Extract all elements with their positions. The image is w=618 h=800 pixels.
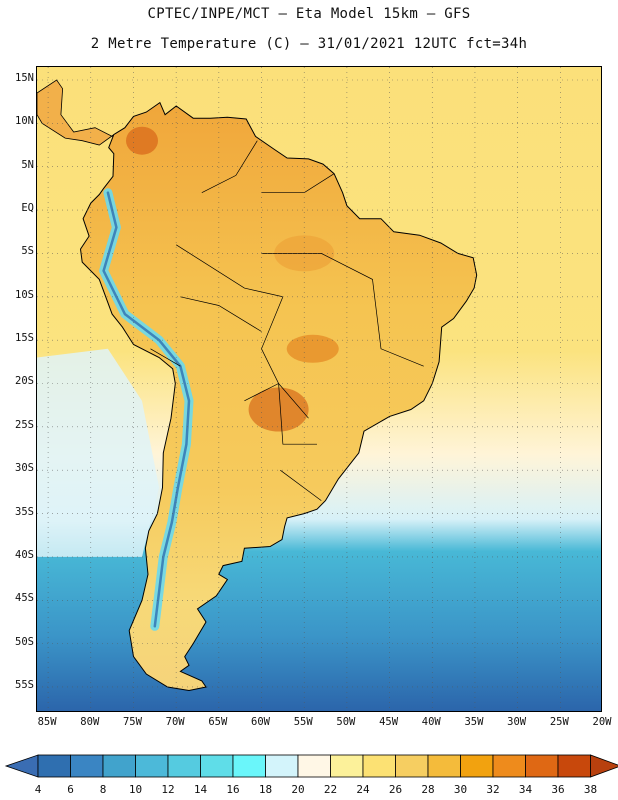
andes-peaks [102, 191, 191, 628]
hotspot-central-brazil [286, 334, 339, 363]
lon-tick-label: 50W [336, 716, 356, 728]
colorbar-bin [265, 754, 299, 778]
colorbar-tick-label: 12 [161, 783, 175, 796]
colorbar-bin [330, 754, 364, 778]
colorbar-tick-label: 22 [323, 783, 338, 796]
colorbar [4, 754, 618, 778]
hotspot-paraguay [248, 387, 309, 432]
colorbar-bin [525, 754, 559, 778]
lon-tick-label: 45W [379, 716, 399, 728]
lat-tick-label: 55S [15, 678, 34, 691]
colorbar-bin [460, 754, 494, 778]
lat-tick-label: 10S [15, 288, 34, 301]
temperature-map [37, 67, 601, 711]
colorbar-bin [492, 754, 526, 778]
colorbar-tick-label: 32 [486, 783, 500, 796]
lat-tick-label: 25S [15, 418, 34, 431]
lon-tick-label: 20W [592, 716, 612, 728]
lon-tick-label: 40W [421, 716, 441, 728]
colorbar-bin [102, 754, 136, 778]
colorbar-bin [167, 754, 201, 778]
political-border [201, 140, 258, 194]
lat-tick-label: 50S [15, 635, 34, 648]
colorbar-tick-label: 38 [583, 783, 598, 796]
lat-tick-label: 15N [15, 72, 34, 84]
lat-tick-label: 15S [15, 332, 34, 345]
lon-tick-label: 65W [208, 716, 228, 728]
colorbar-tick-label: 4 [34, 783, 42, 796]
lon-tick-label: 60W [251, 716, 270, 728]
political-border [176, 244, 309, 419]
lat-tick-label: 10N [15, 115, 34, 128]
colorbar-tick-label: 10 [128, 783, 143, 796]
south-america-coastline [79, 101, 478, 692]
colorbar-tick-label: 26 [388, 783, 403, 796]
colorbar-high-arrow [590, 754, 618, 778]
colorbar-tick-label: 8 [99, 783, 107, 796]
colorbar-bin [557, 754, 591, 778]
colorbar-bin [395, 754, 429, 778]
map-panel [36, 66, 602, 712]
colorbar-tick-label: 6 [67, 783, 74, 796]
lat-tick-label: 5N [21, 158, 34, 171]
colorbar-tick-label: 16 [226, 783, 240, 796]
colorbar-bin [297, 754, 331, 778]
colorbar-tick-label: 28 [421, 783, 435, 796]
political-border [278, 383, 317, 445]
lon-tick-label: 30W [507, 716, 527, 728]
lat-tick-label: 20S [15, 375, 34, 388]
lat-tick-label: 40S [15, 548, 34, 561]
colorbar-tick-label: 20 [291, 783, 305, 796]
chart-title-line-2: 2 Metre Temperature (C) – 31/01/2021 12U… [90, 36, 528, 52]
chart-title-line-1: CPTEC/INPE/MCT – Eta Model 15km – GFS [147, 6, 471, 22]
lat-tick-label: 5S [21, 245, 34, 258]
colorbar-bin [232, 754, 266, 778]
colorbar-tick-label: 24 [356, 783, 370, 796]
political-border [261, 253, 424, 367]
colorbar-tick-label: 34 [518, 783, 533, 796]
colorbar-tick-label: 18 [258, 783, 273, 796]
colorbar-tick-label: 30 [453, 783, 468, 796]
colorbar-bin [135, 754, 169, 778]
colorbar-low-arrow [4, 754, 39, 778]
colorbar-bin [427, 754, 461, 778]
lon-tick-label: 55W [293, 716, 313, 728]
colorbar-bin [362, 754, 396, 778]
colorbar-tick-label: 14 [193, 783, 208, 796]
political-border [150, 348, 181, 367]
lat-tick-label: 35S [15, 505, 34, 518]
pacific-cool-zone [37, 348, 160, 557]
lon-tick-label: 85W [37, 716, 57, 728]
colorbar-bin [37, 754, 71, 778]
lon-tick-label: 80W [80, 716, 100, 728]
lat-tick-label: 45S [15, 592, 34, 605]
colorbar-bin [70, 754, 104, 778]
lat-tick-label: 30S [15, 462, 34, 475]
hotspot-colombia [126, 126, 159, 155]
political-border [180, 296, 262, 332]
lat-tick-label: EQ [21, 202, 34, 215]
lon-tick-label: 35W [464, 716, 484, 728]
lon-tick-label: 70W [165, 716, 185, 728]
lon-tick-label: 75W [122, 716, 142, 728]
colorbar-tick-label: 36 [551, 783, 565, 796]
lon-tick-label: 25W [549, 716, 569, 728]
colorbar-bin [200, 754, 234, 778]
political-border [280, 469, 322, 501]
